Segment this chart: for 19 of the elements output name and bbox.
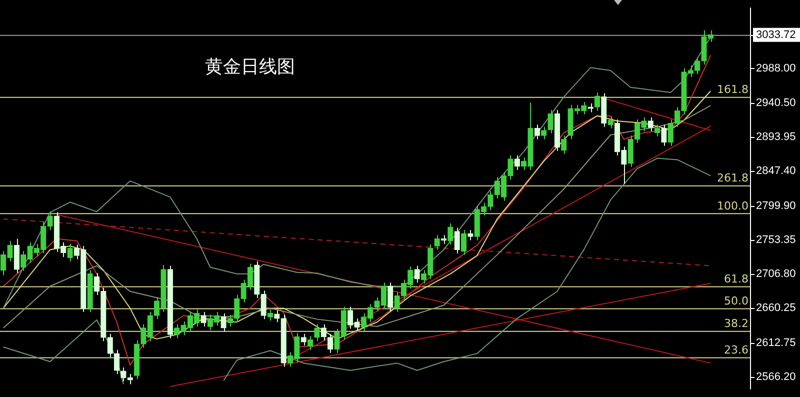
text: 黄金日线图 <box>205 56 295 78</box>
y-tick-label: 2799.90 <box>756 200 796 212</box>
annotation: 100.0 <box>717 199 748 212</box>
y-tick-label: 2847.40 <box>756 165 796 178</box>
y-tick-label: 2988.00 <box>756 62 796 74</box>
y-tick-label: 2612.75 <box>756 336 796 349</box>
y-tick-label: 2566.20 <box>756 370 796 383</box>
y-tick-label: 2753.35 <box>756 234 796 246</box>
y-tick-label: 2660.25 <box>756 302 796 314</box>
annotation: 23.6 <box>724 344 748 357</box>
y-tick-label: 2940.50 <box>756 97 796 110</box>
y-tick-label: 2706.80 <box>756 268 796 280</box>
annotation: 61.8 <box>724 272 748 286</box>
y-tick-label: 3033.72 <box>756 28 796 41</box>
annotation: 261.8 <box>717 172 748 185</box>
annotation: 161.8 <box>717 83 748 96</box>
annotation: 50.0 <box>724 294 748 308</box>
y-tick-label: 2893.95 <box>756 131 796 144</box>
annotation: 38.2 <box>724 317 748 330</box>
